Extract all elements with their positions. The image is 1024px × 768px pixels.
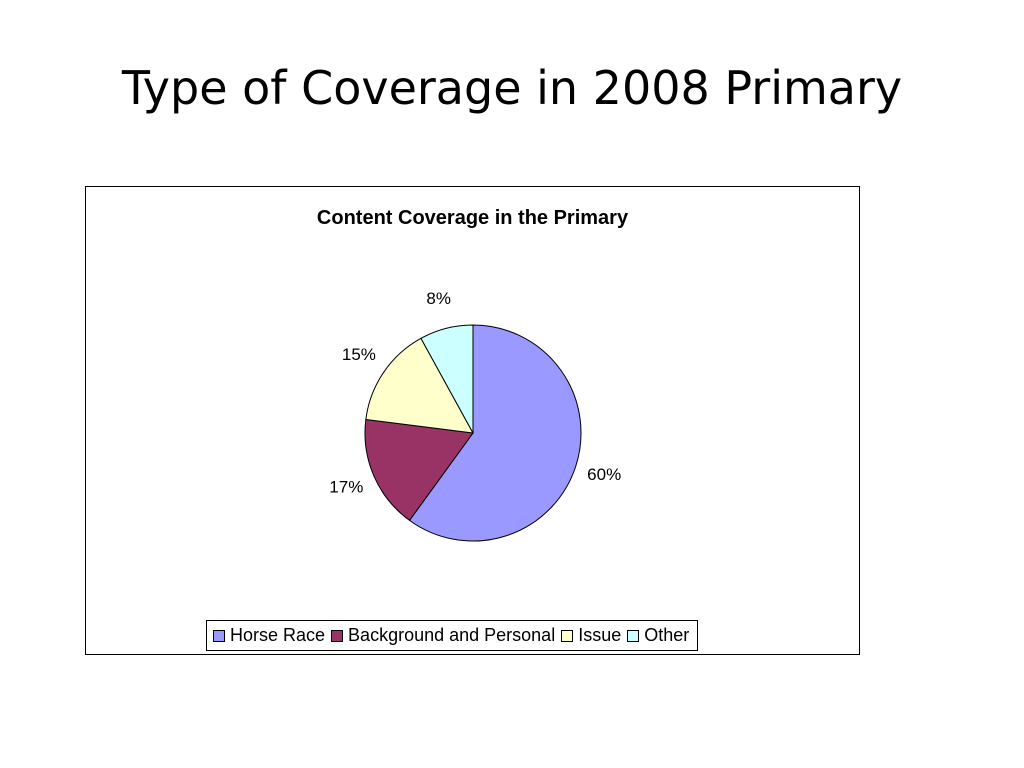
pie-slice-background-and-personal bbox=[364, 418, 474, 522]
chart-frame: Content Coverage in the Primary 60% 17% 15… bbox=[85, 186, 860, 655]
pie-slice-issue bbox=[365, 337, 474, 434]
chart-title: Content Coverage in the Primary bbox=[316, 207, 629, 229]
data-label-horse-race: 60% bbox=[587, 465, 621, 484]
legend-label: Issue bbox=[578, 625, 622, 645]
legend-label: Horse Race bbox=[230, 625, 326, 645]
data-label-background-and-personal: 17% bbox=[329, 477, 363, 496]
legend-item-horse-race: Horse Race bbox=[213, 625, 325, 646]
legend-swatch bbox=[561, 629, 574, 642]
legend-label: Background and Personal bbox=[348, 625, 556, 645]
legend-item-other: Other bbox=[627, 625, 689, 646]
legend-item-issue: Issue bbox=[561, 625, 621, 646]
pie-slice-horse-race bbox=[408, 324, 582, 542]
legend-item-background-and-personal: Background and Personal bbox=[331, 625, 555, 646]
legend-swatch bbox=[331, 629, 344, 642]
legend-swatch bbox=[213, 629, 225, 642]
data-label-other: 8% bbox=[426, 289, 451, 308]
chart-legend: Horse Race Background and Personal Issue Ot… bbox=[206, 620, 699, 651]
data-label-issue: 15% bbox=[342, 345, 376, 364]
pie-chart: 60% 17% 15% 8% bbox=[329, 289, 621, 542]
slide-title: Type of Coverage in 2008 Primary bbox=[121, 61, 903, 115]
legend-label: Other bbox=[644, 625, 690, 645]
legend-swatch bbox=[627, 629, 640, 642]
pie-slice-other bbox=[420, 324, 474, 434]
